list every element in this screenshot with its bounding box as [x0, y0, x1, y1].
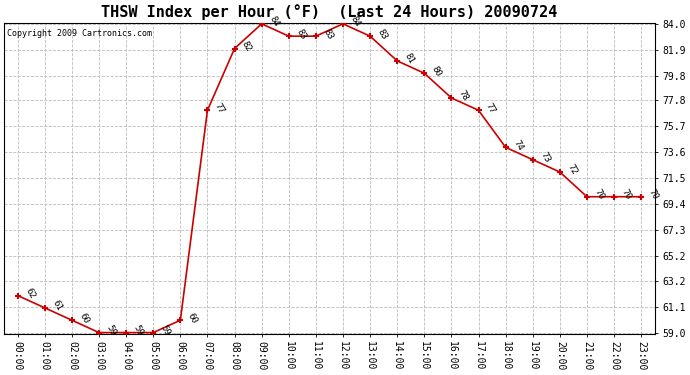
Text: Copyright 2009 Cartronics.com: Copyright 2009 Cartronics.com: [8, 29, 152, 38]
Text: 59: 59: [105, 324, 118, 338]
Text: 84: 84: [267, 15, 280, 28]
Text: 62: 62: [23, 286, 37, 300]
Text: 82: 82: [240, 39, 253, 53]
Text: 83: 83: [322, 27, 335, 41]
Text: 70: 70: [593, 188, 606, 201]
Text: 84: 84: [348, 15, 362, 28]
Text: 61: 61: [50, 299, 63, 313]
Text: 77: 77: [213, 101, 226, 115]
Text: 70: 70: [620, 188, 633, 201]
Text: 60: 60: [77, 311, 90, 325]
Text: 74: 74: [511, 138, 524, 152]
Text: 83: 83: [375, 27, 388, 41]
Text: 80: 80: [430, 64, 443, 78]
Text: 59: 59: [132, 324, 145, 338]
Title: THSW Index per Hour (°F)  (Last 24 Hours) 20090724: THSW Index per Hour (°F) (Last 24 Hours)…: [101, 4, 558, 20]
Text: 73: 73: [538, 151, 551, 165]
Text: 60: 60: [186, 311, 199, 325]
Text: 81: 81: [403, 52, 416, 66]
Text: 83: 83: [295, 27, 308, 41]
Text: 72: 72: [565, 163, 578, 177]
Text: 77: 77: [484, 101, 497, 115]
Text: 59: 59: [159, 324, 172, 338]
Text: 78: 78: [457, 89, 470, 103]
Text: 70: 70: [647, 188, 660, 201]
